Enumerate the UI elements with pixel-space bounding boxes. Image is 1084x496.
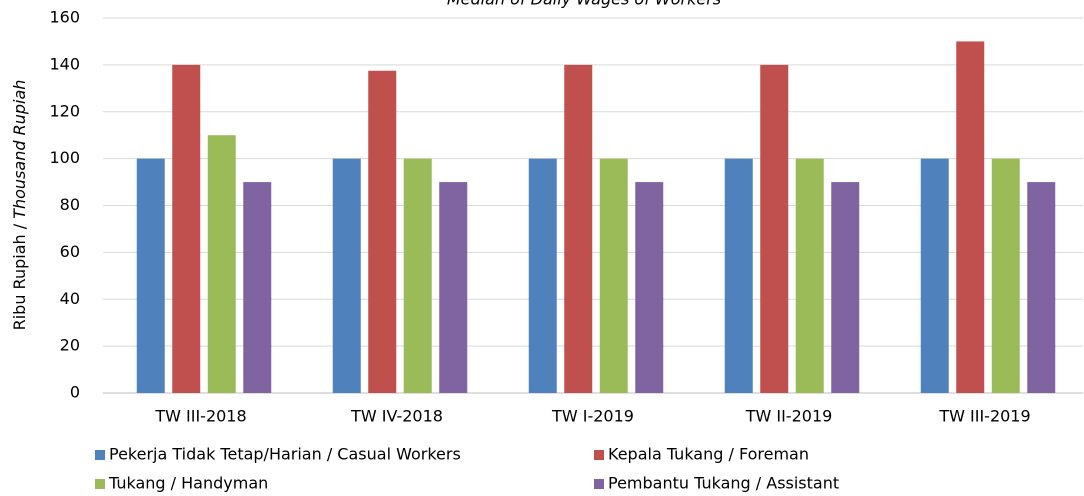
bar — [403, 158, 432, 393]
legend-label: Kepala Tukang / Foreman — [608, 445, 809, 464]
bar — [332, 158, 361, 393]
x-tick-label: TW III-2019 — [938, 407, 1030, 426]
legend-label: Tukang / Handyman — [108, 474, 268, 493]
bar — [1027, 182, 1056, 393]
bar — [368, 70, 397, 393]
legend-label: Pekerja Tidak Tetap/Harian / Casual Work… — [109, 445, 461, 464]
y-tick-label: 40 — [60, 289, 80, 308]
y-tick-label: 60 — [60, 242, 80, 261]
bar — [920, 158, 949, 393]
y-tick-label: 0 — [70, 383, 80, 402]
bar — [831, 182, 860, 393]
legend-label: Pembantu Tukang / Assistant — [608, 474, 839, 493]
legend-swatch — [594, 450, 604, 460]
x-tick-label: TW III-2018 — [154, 407, 246, 426]
bar — [760, 64, 789, 393]
bar — [599, 158, 628, 393]
bar — [207, 135, 236, 393]
bar — [956, 41, 985, 393]
bar — [528, 158, 557, 393]
x-tick-label: TW IV-2018 — [350, 407, 443, 426]
bar — [243, 182, 272, 393]
chart-title: Median of Daily Wages of Workers — [447, 0, 721, 9]
bar — [564, 64, 593, 393]
bar — [795, 158, 824, 393]
legend-swatch — [594, 479, 604, 489]
bar — [635, 182, 664, 393]
y-tick-label: 100 — [49, 148, 80, 167]
y-tick-label: 80 — [60, 195, 80, 214]
legend-swatch — [95, 479, 105, 489]
y-tick-label: 120 — [49, 101, 80, 120]
y-tick-label: 20 — [60, 336, 80, 355]
y-axis-label-part: Thousand Rupiah — [10, 80, 29, 219]
y-axis-label-part: Ribu Rupiah / — [10, 223, 29, 330]
x-tick-label: TW I-2019 — [551, 407, 634, 426]
y-axis-label: Ribu Rupiah / Thousand Rupiah — [10, 80, 29, 331]
y-tick-label: 140 — [49, 54, 80, 73]
x-tick-label: TW II-2019 — [745, 407, 833, 426]
bar — [172, 64, 201, 393]
bar — [439, 182, 468, 393]
bar — [991, 158, 1020, 393]
legend-swatch — [95, 450, 105, 460]
bar — [136, 158, 165, 393]
bar — [724, 158, 753, 393]
y-tick-label: 160 — [49, 8, 80, 27]
